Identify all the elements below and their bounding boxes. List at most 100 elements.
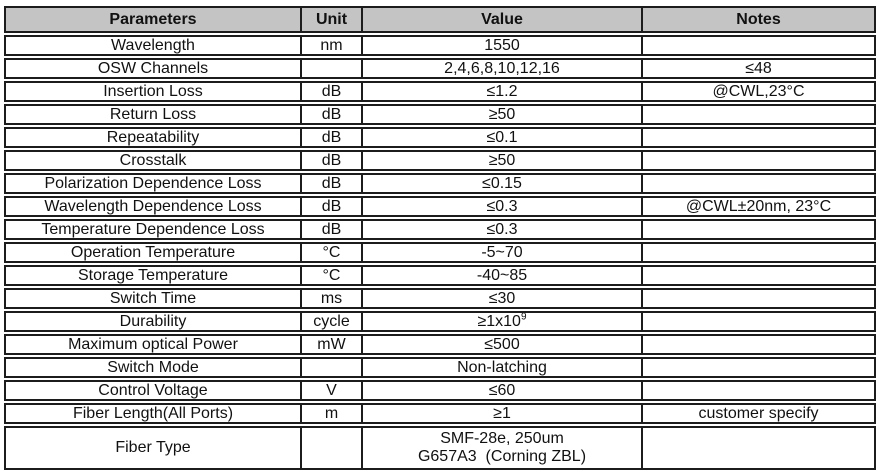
notes-cell [643,221,874,238]
value-text: ≥1x109 [477,313,527,330]
value-cell: ≤0.3 [363,198,643,215]
table-row: Wavelength Dependence Loss dB ≤0.3 @CWL±… [4,196,876,217]
table-row: Durability cycle ≥1x109 [4,311,876,332]
table-row: Polarization Dependence Loss dB ≤0.15 [4,173,876,194]
value-text: ≤0.1 [486,129,518,146]
value-text: -5~70 [481,244,523,261]
notes-cell [643,359,874,376]
notes-cell: @CWL±20nm, 23°C [685,198,832,215]
value-cell: ≤0.3 [363,221,643,238]
value-text: SMF-28e, 250um [440,430,564,447]
notes-cell [643,267,874,284]
parameter-cell: Crosstalk [119,152,187,169]
table-row: Crosstalk dB ≥50 [4,150,876,171]
value-text: ≤1.2 [486,83,518,100]
table-row: Fiber Type SMF-28e, 250um G657A3 (Cornin… [4,426,876,470]
unit-cell: mW [300,336,363,353]
table-row: Repeatability dB ≤0.1 [4,127,876,148]
value-text: ≤30 [488,290,516,307]
unit-cell: dB [300,106,363,123]
header-notes: Notes [736,10,781,28]
parameter-cell: Switch Time [109,290,197,307]
value-text: ≤0.3 [486,221,518,238]
unit-cell: dB [300,221,363,238]
table-row: Wavelength nm 1550 [4,35,876,56]
header-value: Value [363,8,643,31]
notes-cell [643,336,874,353]
notes-cell [643,175,874,192]
unit-cell: dB [300,129,363,146]
notes-cell [643,129,874,146]
value-cell: 2,4,6,8,10,12,16 [363,60,643,77]
value-text: ≤0.15 [482,175,522,192]
notes-cell: ≤48 [745,60,772,77]
table-row: Switch Time ms ≤30 [4,288,876,309]
notes-cell [643,37,874,54]
parameter-cell: Temperature Dependence Loss [41,221,265,238]
parameter-cell: Maximum optical Power [68,336,238,353]
table-row: Fiber Length(All Ports) m ≥1 customer sp… [4,403,876,424]
unit-cell: dB [300,152,363,169]
parameter-cell: Wavelength Dependence Loss [44,198,262,215]
notes-cell [643,244,874,261]
value-cell: ≥1x109 [363,313,643,330]
parameter-cell: Repeatability [106,129,200,146]
unit-cell [300,428,363,468]
unit-cell: nm [300,37,363,54]
table-row: Storage Temperature °C -40~85 [4,265,876,286]
parameter-cell: Control Voltage [98,382,208,399]
value-text: -40~85 [476,267,528,284]
header-parameters: Parameters [109,10,197,28]
unit-cell: V [300,382,363,399]
notes-cell: customer specify [698,405,819,422]
value-cell: -5~70 [363,244,643,261]
value-cell: 1550 [363,37,643,54]
parameter-cell: Return Loss [109,106,197,123]
parameter-cell: Storage Temperature [77,267,228,284]
notes-cell [643,313,874,330]
value-cell: Non-latching [363,359,643,376]
notes-cell [643,106,874,123]
notes-cell [643,290,874,307]
unit-cell: dB [300,83,363,100]
value-text: ≤0.3 [486,198,518,215]
unit-cell: dB [300,198,363,215]
table-header-row: Parameters Unit Value Notes [4,6,876,33]
value-cell: ≥50 [363,152,643,169]
value-cell: ≤60 [363,382,643,399]
value-cell: ≤1.2 [363,83,643,100]
unit-cell: °C [300,267,363,284]
notes-cell [643,152,874,169]
unit-cell: ms [300,290,363,307]
value-cell: ≥1 [363,405,643,422]
parameter-cell: Switch Mode [107,359,199,376]
value-cell: SMF-28e, 250um G657A3 (Corning ZBL) [363,428,643,468]
table-row: Temperature Dependence Loss dB ≤0.3 [4,219,876,240]
parameter-cell: Fiber Type [115,439,191,456]
parameter-cell: Wavelength [111,37,195,54]
unit-cell: m [300,405,363,422]
notes-cell: @CWL,23°C [712,83,805,100]
table-row: OSW Channels 2,4,6,8,10,12,16 ≤48 [4,58,876,79]
table-row: Operation Temperature °C -5~70 [4,242,876,263]
value-cell: ≤0.1 [363,129,643,146]
value-text: Non-latching [457,359,547,376]
unit-cell [300,359,363,376]
value-text-line2: G657A3 (Corning ZBL) [417,448,587,465]
value-text: ≥50 [488,106,516,123]
value-text: 2,4,6,8,10,12,16 [444,60,560,77]
table-row: Control Voltage V ≤60 [4,380,876,401]
value-text: ≤60 [488,382,516,399]
parameter-cell: OSW Channels [97,60,209,77]
value-cell: ≥50 [363,106,643,123]
value-cell: ≤30 [363,290,643,307]
unit-cell [300,60,363,77]
header-unit: Unit [300,8,363,31]
value-cell: -40~85 [363,267,643,284]
value-text: ≥50 [488,152,516,169]
table-row: Switch Mode Non-latching [4,357,876,378]
parameter-cell: Insertion Loss [103,83,203,100]
notes-cell [643,382,874,399]
value-superscript: 9 [520,313,527,323]
parameter-cell: Fiber Length(All Ports) [72,405,234,422]
